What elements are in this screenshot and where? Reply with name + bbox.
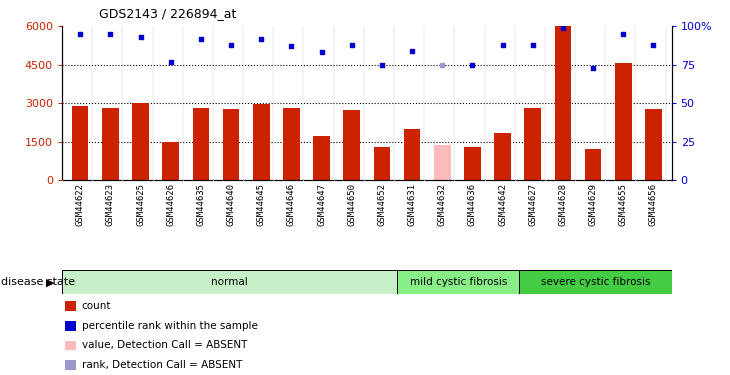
Point [527, 42, 539, 48]
Text: GSM44629: GSM44629 [588, 183, 598, 226]
Text: GSM44635: GSM44635 [196, 183, 205, 226]
Text: mild cystic fibrosis: mild cystic fibrosis [410, 277, 507, 287]
Text: GDS2143 / 226894_at: GDS2143 / 226894_at [99, 8, 236, 21]
Bar [72, 106, 88, 180]
Bar [65, 360, 76, 370]
Point [648, 42, 659, 48]
Point [618, 31, 629, 37]
Text: GSM44623: GSM44623 [106, 183, 115, 226]
Text: GSM44646: GSM44646 [287, 183, 296, 226]
Point [195, 36, 207, 42]
Text: GSM44622: GSM44622 [76, 183, 85, 226]
Text: percentile rank within the sample: percentile rank within the sample [82, 321, 258, 331]
Point [466, 62, 478, 68]
Text: GSM44628: GSM44628 [558, 183, 567, 226]
Bar [519, 270, 672, 294]
Point [437, 62, 448, 68]
Point [134, 34, 146, 40]
Bar [102, 108, 119, 180]
Bar [615, 63, 631, 180]
Bar [313, 136, 330, 180]
Point [315, 50, 327, 55]
Point [497, 42, 509, 48]
Bar [343, 110, 360, 180]
Bar [374, 147, 391, 180]
Text: count: count [82, 301, 111, 311]
Text: GSM44632: GSM44632 [438, 183, 447, 226]
Text: GSM44631: GSM44631 [407, 183, 417, 226]
Text: GSM44625: GSM44625 [136, 183, 145, 226]
Point [557, 25, 569, 31]
Text: ▶: ▶ [46, 277, 55, 287]
Bar [645, 109, 662, 180]
Point [407, 48, 418, 54]
Bar [494, 133, 511, 180]
Point [255, 36, 267, 42]
Text: GSM44645: GSM44645 [257, 183, 266, 226]
Point [285, 43, 297, 49]
Bar [65, 341, 76, 350]
Point [74, 31, 86, 37]
Bar [253, 104, 269, 180]
Point [376, 62, 388, 68]
Point [165, 58, 177, 64]
Bar [65, 302, 76, 311]
Point [346, 42, 358, 48]
Text: GSM44655: GSM44655 [619, 183, 628, 226]
Point [225, 42, 237, 48]
Text: GSM44642: GSM44642 [498, 183, 507, 226]
Bar [434, 146, 450, 180]
Bar [555, 26, 572, 180]
Point [588, 65, 599, 71]
Text: GSM44650: GSM44650 [347, 183, 356, 226]
Bar [404, 129, 420, 180]
Point [104, 31, 116, 37]
Text: GSM44656: GSM44656 [649, 183, 658, 226]
Text: GSM44647: GSM44647 [317, 183, 326, 226]
Bar [223, 109, 239, 180]
Bar [397, 270, 519, 294]
Bar [65, 321, 76, 330]
Bar [464, 147, 481, 180]
Text: GSM44626: GSM44626 [166, 183, 175, 226]
Text: rank, Detection Call = ABSENT: rank, Detection Call = ABSENT [82, 360, 242, 370]
Text: severe cystic fibrosis: severe cystic fibrosis [541, 277, 650, 287]
Bar [283, 108, 300, 180]
Text: disease state: disease state [1, 277, 75, 287]
Text: GSM44636: GSM44636 [468, 183, 477, 226]
Text: GSM44640: GSM44640 [226, 183, 236, 226]
Text: GSM44627: GSM44627 [529, 183, 537, 226]
Bar [193, 108, 210, 180]
Bar [524, 108, 541, 180]
Bar [62, 270, 397, 294]
Bar [585, 149, 602, 180]
Bar [132, 103, 149, 180]
Text: GSM44652: GSM44652 [377, 183, 386, 226]
Bar [162, 142, 179, 180]
Text: normal: normal [211, 277, 248, 287]
Text: value, Detection Call = ABSENT: value, Detection Call = ABSENT [82, 340, 247, 351]
